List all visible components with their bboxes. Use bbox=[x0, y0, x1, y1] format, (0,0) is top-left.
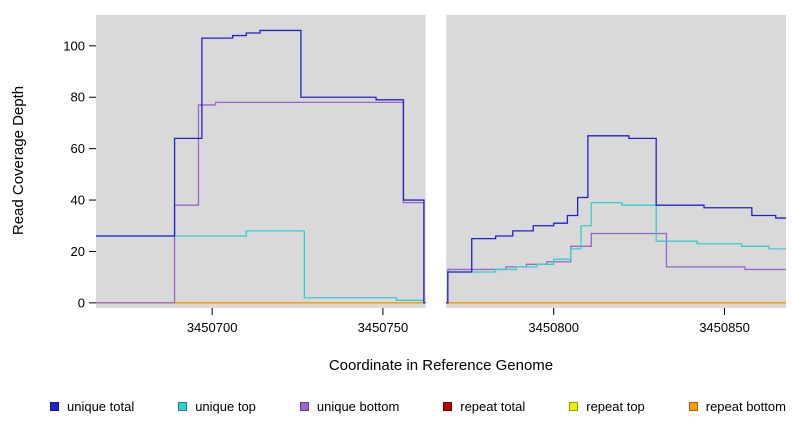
legend-item-unique-total: unique total bbox=[50, 399, 134, 414]
legend-swatch-repeat-total bbox=[443, 402, 453, 411]
x-tick-label: 3450700 bbox=[187, 320, 238, 335]
legend-label: unique total bbox=[67, 399, 135, 414]
series-unique-bottom bbox=[96, 101, 786, 304]
legend-label: unique top bbox=[195, 399, 256, 414]
x-tick-label: 3450800 bbox=[528, 320, 579, 335]
legend-swatch-unique-bottom bbox=[299, 402, 309, 411]
y-tick-label: 100 bbox=[63, 38, 85, 53]
legend-item-unique-bottom: unique bottom bbox=[299, 399, 400, 414]
legend-label: repeat total bbox=[460, 399, 526, 414]
legend-item-repeat-total: repeat total bbox=[443, 399, 525, 414]
legend-swatch-unique-top bbox=[178, 402, 188, 411]
legend-swatch-repeat-bottom bbox=[688, 402, 698, 411]
x-axis-title: Coordinate in Reference Genome bbox=[328, 357, 554, 374]
legend-item-repeat-bottom: repeat bottom bbox=[688, 399, 786, 414]
x-tick-label: 3450750 bbox=[358, 320, 409, 335]
x-tick-label: 3450850 bbox=[699, 320, 750, 335]
legend-swatch-unique-total bbox=[50, 402, 59, 411]
y-axis-title: Read Coverage Depth bbox=[10, 85, 27, 236]
y-tick-label: 0 bbox=[78, 295, 85, 310]
plot-svg: 0 20 40 60 80 100 3450700 3450750 3450800 3450850 bbox=[63, 15, 786, 335]
legend-label: unique bottom bbox=[316, 399, 400, 414]
y-tick-label: 40 bbox=[71, 193, 85, 208]
series-unique-top bbox=[96, 201, 786, 304]
legend-swatch-repeat-top bbox=[569, 402, 579, 411]
legend: unique total unique top unique bottom repea… bbox=[50, 399, 786, 414]
y-tick-label: 80 bbox=[71, 90, 85, 105]
legend-item-unique-top: unique top bbox=[178, 399, 256, 414]
series-unique-total bbox=[96, 29, 786, 304]
legend-label: repeat top bbox=[586, 399, 645, 414]
y-tick-label: 60 bbox=[71, 141, 85, 156]
legend-label: repeat bottom bbox=[705, 399, 786, 414]
y-tick-label: 20 bbox=[71, 244, 85, 259]
legend-item-repeat-top: repeat top bbox=[569, 399, 645, 414]
no-data-gap bbox=[425, 15, 447, 308]
